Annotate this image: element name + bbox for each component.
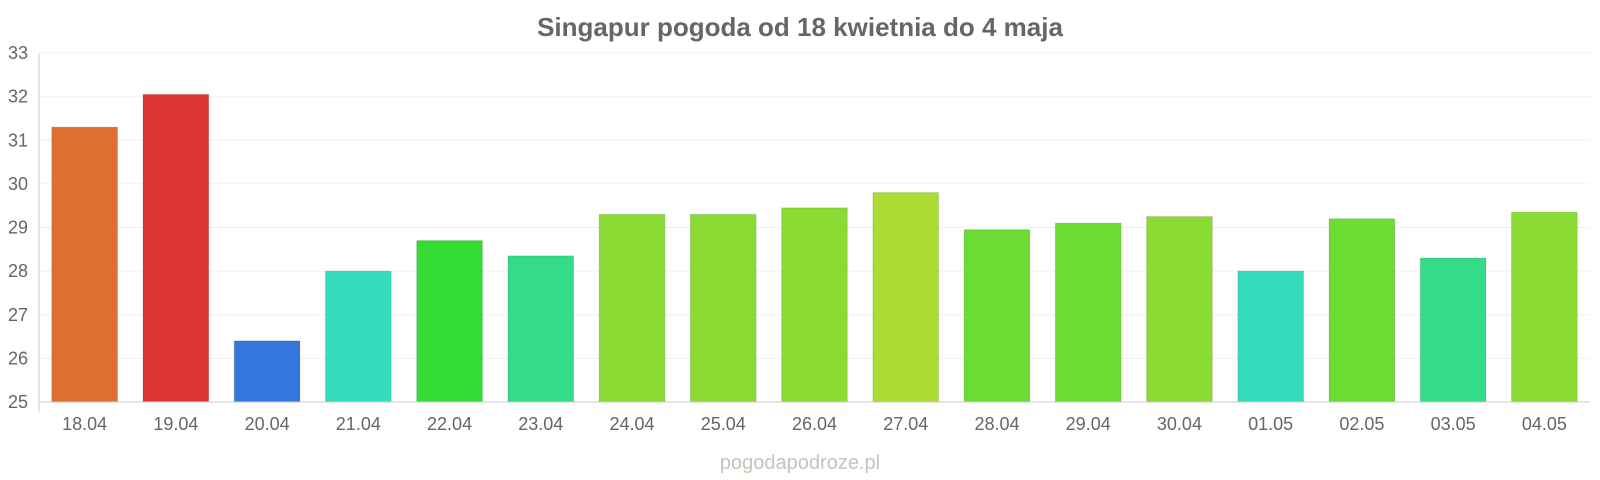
chart-title: Singapur pogoda od 18 kwietnia do 4 maja — [537, 12, 1063, 42]
bar-22.04 — [416, 240, 483, 403]
bar-04.05 — [1511, 211, 1578, 403]
x-tick-label: 04.05 — [1522, 414, 1567, 434]
x-tick-label: 26.04 — [792, 414, 837, 434]
x-tick-label: 02.05 — [1339, 414, 1384, 434]
bar-27.04 — [872, 192, 940, 403]
bar-01.05 — [1237, 270, 1305, 403]
x-tick-label: 30.04 — [1157, 414, 1202, 434]
x-tick-label: 21.04 — [336, 414, 381, 434]
axes — [38, 53, 1590, 412]
bar-23.04 — [507, 255, 575, 403]
bar-25.04 — [689, 213, 757, 403]
y-tick-label: 30 — [8, 174, 28, 194]
y-tick-label: 33 — [8, 43, 28, 63]
y-tick-labels: 25 26 27 28 29 30 31 32 33 — [8, 43, 28, 412]
y-tick-label: 25 — [8, 392, 28, 412]
bar-28.04 — [963, 229, 1031, 403]
x-tick-label: 19.04 — [153, 414, 198, 434]
bar-21.04 — [324, 270, 392, 403]
bar-03.05 — [1419, 257, 1487, 403]
x-tick-label: 29.04 — [1066, 414, 1111, 434]
x-tick-label: 27.04 — [883, 414, 928, 434]
x-tick-label: 03.05 — [1431, 414, 1476, 434]
y-tick-label: 32 — [8, 87, 28, 107]
y-tick-label: 26 — [8, 348, 28, 368]
watermark-text: pogodapodroze.pl — [720, 452, 880, 474]
bar-18.04 — [51, 126, 118, 403]
y-tick-label: 31 — [8, 130, 28, 150]
bar-02.05 — [1328, 218, 1396, 403]
x-tick-label: 22.04 — [427, 414, 472, 434]
x-tick-label: 28.04 — [974, 414, 1019, 434]
x-tick-label: 18.04 — [62, 414, 107, 434]
x-tick-label: 20.04 — [245, 414, 290, 434]
y-tick-label: 29 — [8, 218, 28, 238]
bar-26.04 — [781, 207, 848, 403]
x-tick-label: 24.04 — [610, 414, 655, 434]
x-tick-label: 23.04 — [518, 414, 563, 434]
bar-20.04 — [233, 340, 301, 403]
x-tick-label: 01.05 — [1248, 414, 1293, 434]
x-tick-labels: 18.04 19.04 20.04 21.04 22.04 23.04 24.04 25.04… — [62, 414, 1567, 434]
bar-24.04 — [598, 213, 666, 403]
bar-19.04 — [142, 93, 210, 403]
y-tick-label: 28 — [8, 261, 28, 281]
x-tick-label: 25.04 — [701, 414, 746, 434]
bars — [51, 93, 1578, 403]
y-tick-label: 27 — [8, 305, 28, 325]
bar-30.04 — [1146, 216, 1213, 403]
bar-29.04 — [1054, 222, 1122, 403]
